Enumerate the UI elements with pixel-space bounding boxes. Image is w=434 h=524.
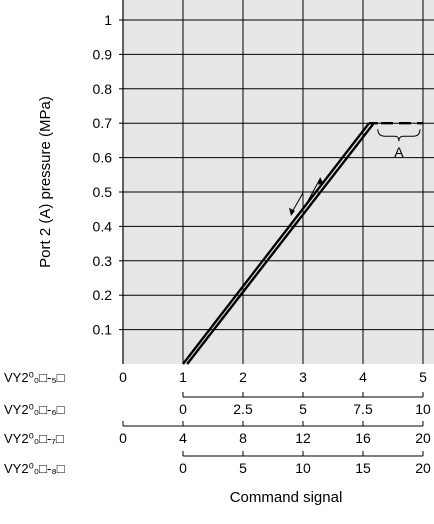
y-tick-label: 0.7: [93, 115, 113, 131]
x-scale-name: VY2⁰₀□-₈□: [4, 461, 65, 476]
x-scale-tick-label: 0: [179, 401, 187, 417]
x-scale-tick-label: 10: [295, 460, 311, 476]
x-scale-row: VY2⁰₀□-₈□05101520mA: [4, 451, 431, 476]
y-axis-label: Port 2 (A) pressure (MPa): [37, 96, 54, 268]
x-scale-tick-label: 10: [415, 401, 431, 417]
y-tick-label: 0.2: [93, 287, 113, 303]
y-tick-label: 0.5: [93, 184, 113, 200]
x-scale-tick-label: 5: [419, 369, 427, 385]
x-scale-tick-label: 12: [295, 430, 311, 446]
x-scale-tick-label: 5: [299, 401, 307, 417]
x-scale-tick-label: 0: [179, 460, 187, 476]
x-scales: VY2⁰₀□-₅□012345VVY2⁰₀□-₆□02.557.510VVY2⁰…: [4, 369, 431, 476]
x-scale-name: VY2⁰₀□-₇□: [4, 431, 64, 446]
curves: [182, 121, 423, 365]
y-tick-label: 0.1: [93, 322, 113, 338]
x-scale-name: VY2⁰₀□-₆□: [4, 402, 65, 417]
x-scale-tick-label: 5: [239, 460, 247, 476]
x-scale-tick-label: 4: [359, 369, 367, 385]
x-scale-tick-label: 2: [239, 369, 247, 385]
y-axis: 0.1 0.2 0.3 0.4 0.5 0.6 0.7 0.8 0.9 1: [93, 0, 124, 364]
x-scale-tick-label: 15: [355, 460, 371, 476]
x-scale-tick-label: 2.5: [233, 401, 253, 417]
annotation-label: A: [394, 144, 404, 160]
y-tick-label: 0.4: [93, 218, 113, 234]
plot-area: [123, 0, 434, 364]
brace: [377, 129, 421, 142]
x-scale-tick-label: 4: [179, 430, 187, 446]
x-scale-tick-label: 7.5: [353, 401, 373, 417]
y-tick-label: 1: [104, 12, 112, 28]
x-scale-tick-label: 0: [119, 430, 127, 446]
series-line: [186, 122, 375, 365]
arrow-up: [307, 178, 321, 202]
x-axis-label: Command signal: [230, 489, 343, 506]
x-scale-name: VY2⁰₀□-₅□: [4, 370, 65, 385]
x-scale-tick-label: 20: [415, 460, 431, 476]
x-scale-tick-label: 0: [119, 369, 127, 385]
y-tick-label: 0.9: [93, 46, 113, 62]
grid: [123, 0, 434, 364]
x-scale-tick-label: 8: [239, 430, 247, 446]
arrow-up-head: [318, 176, 323, 185]
x-scale-row: VY2⁰₀□-₇□048121620mA: [4, 421, 431, 446]
series-line: [182, 122, 370, 365]
annotation-group: A: [377, 129, 421, 160]
y-tick-label: 0.3: [93, 253, 113, 269]
x-scale-tick-label: 16: [355, 430, 371, 446]
x-scale-tick-label: 20: [415, 430, 431, 446]
x-scale-tick-label: 1: [179, 369, 187, 385]
arrow-down-head: [289, 207, 295, 216]
y-tick-label: 0.8: [93, 81, 113, 97]
y-tick-label: 0.6: [93, 150, 113, 166]
x-scale-tick-label: 3: [299, 369, 307, 385]
